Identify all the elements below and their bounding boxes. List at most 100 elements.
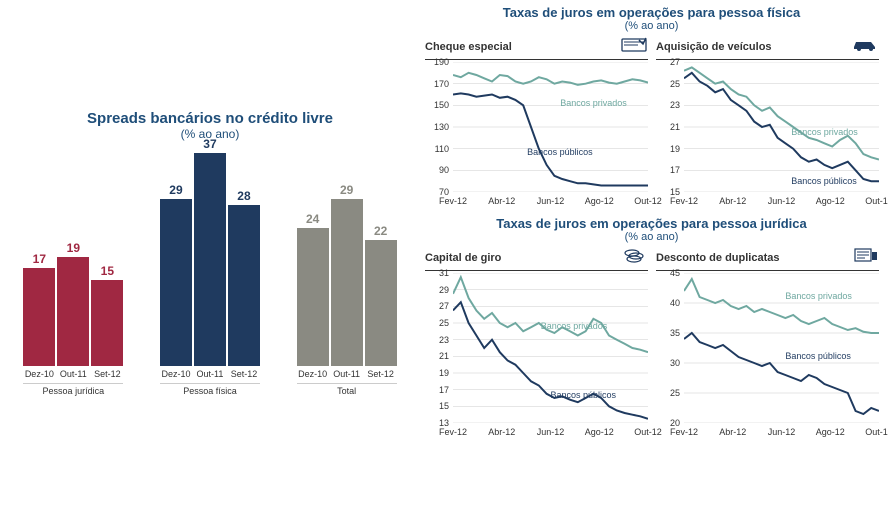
bar-chart-panel: Spreads bancários no crédito livre (% ao… [0,0,420,506]
series-label-priv: Bancos privados [791,127,858,137]
x-tick: Jun-12 [768,196,796,206]
bar-category: Set-12 [367,369,394,379]
bar [331,199,363,366]
y-tick: 25 [425,318,449,328]
x-tick: Fev-12 [670,196,698,206]
section-title: Taxas de juros em operações para pessoa … [425,216,878,231]
line-svg [453,62,648,192]
bar-category: Out-11 [197,369,224,379]
y-tick: 23 [656,100,680,110]
series-priv [453,277,648,352]
x-tick: Abr-12 [488,196,515,206]
section-subtitle: (% ao ano) [425,20,878,32]
bar-category: Set-12 [231,369,258,379]
y-tick: 19 [425,368,449,378]
bar-value: 37 [203,137,216,151]
series-label-pub: Bancos públicos [785,351,851,361]
bar-value: 28 [237,189,250,203]
mini-chart-title: Desconto de duplicatas [656,252,779,264]
bar-value: 29 [340,183,353,197]
bar-group-label: Pessoa jurídica [23,383,123,396]
y-tick: 25 [656,388,680,398]
mini-chart: Cheque especial7090110130150170190Fev-12… [425,36,648,208]
y-tick: 110 [425,144,449,154]
mini-chart-title: Capital de giro [425,252,501,264]
line-charts-panel: Taxas de juros em operações para pessoa … [420,0,888,506]
y-tick: 15 [425,401,449,411]
bar-value: 24 [306,212,319,226]
y-tick: 150 [425,100,449,110]
bar-group: 29 Dez-10 37 Out-11 28 Set-12 Pessoa física [160,137,260,396]
bar-group-label: Pessoa física [160,383,260,396]
car-icon [851,36,879,52]
bar [23,268,55,366]
x-tick: Out-12 [865,196,888,206]
y-tick: 29 [425,285,449,295]
y-tick: 17 [656,165,680,175]
y-tick: 31 [425,268,449,278]
bar-group-label: Total [297,383,397,396]
x-tick: Ago-12 [585,427,614,437]
y-tick: 25 [656,79,680,89]
bar [228,205,260,366]
x-tick: Jun-12 [537,196,565,206]
bar-category: Dez-10 [25,369,54,379]
x-tick: Jun-12 [537,427,565,437]
bar-value: 15 [101,264,114,278]
bar-group: 17Dez-1019Out-1115Set-12Pessoa jurídica [23,241,123,396]
y-tick: 130 [425,122,449,132]
bar [365,240,397,367]
y-tick: 190 [425,57,449,67]
money-icon [620,247,648,263]
series-label-pub: Bancos públicos [791,176,857,186]
check-icon [620,36,648,52]
x-tick: Out-12 [865,427,888,437]
x-tick: Abr-12 [719,196,746,206]
plot-area: 7090110130150170190Fev-12Abr-12Jun-12Ago… [453,62,648,192]
bar-value: 19 [67,241,80,255]
mini-chart: Capital de giro 13151719212325272931Fev-1… [425,247,648,439]
y-tick: 170 [425,79,449,89]
bar-category: Dez-10 [161,369,190,379]
y-tick: 17 [425,385,449,395]
y-tick: 27 [656,57,680,67]
x-tick: Ago-12 [585,196,614,206]
series-label-priv: Bancos privados [785,291,852,301]
series-priv [684,279,879,333]
series-label-pub: Bancos públicos [551,390,617,400]
series-pub [453,302,648,419]
mini-chart: Desconto de duplicatas 202530354045Fev-12… [656,247,879,439]
y-tick: 23 [425,335,449,345]
mini-chart-title: Aquisição de veículos [656,41,772,53]
plot-area: 202530354045Fev-12Abr-12Jun-12Ago-12Out-… [684,273,879,423]
line-svg [453,273,648,423]
bar-category: Out-11 [333,369,360,379]
x-tick: Fev-12 [670,427,698,437]
x-tick: Abr-12 [488,427,515,437]
bar-value: 22 [374,224,387,238]
bar [91,280,123,366]
x-tick: Ago-12 [816,196,845,206]
x-tick: Fev-12 [439,196,467,206]
bar-group: 24 Dez-10 29 Out-11 22 Set-12 Total [297,183,397,396]
plot-area: 13151719212325272931Fev-12Abr-12Jun-12Ag… [453,273,648,423]
series-label-pub: Bancos públicos [527,147,593,157]
x-tick: Ago-12 [816,427,845,437]
bar-value: 29 [169,183,182,197]
bar [160,199,192,366]
y-tick: 27 [425,301,449,311]
y-tick: 19 [656,144,680,154]
bar-category: Dez-10 [298,369,327,379]
series-label-priv: Bancos privados [541,321,608,331]
section-title: Taxas de juros em operações para pessoa … [425,5,878,20]
x-tick: Fev-12 [439,427,467,437]
series-label-priv: Bancos privados [560,98,627,108]
y-tick: 30 [656,358,680,368]
y-tick: 40 [656,298,680,308]
bar-category: Set-12 [94,369,121,379]
y-tick: 45 [656,268,680,278]
mini-chart: Aquisição de veículos15171921232527Fev-1… [656,36,879,208]
bar-value: 17 [33,252,46,266]
y-tick: 21 [656,122,680,132]
x-tick: Abr-12 [719,427,746,437]
